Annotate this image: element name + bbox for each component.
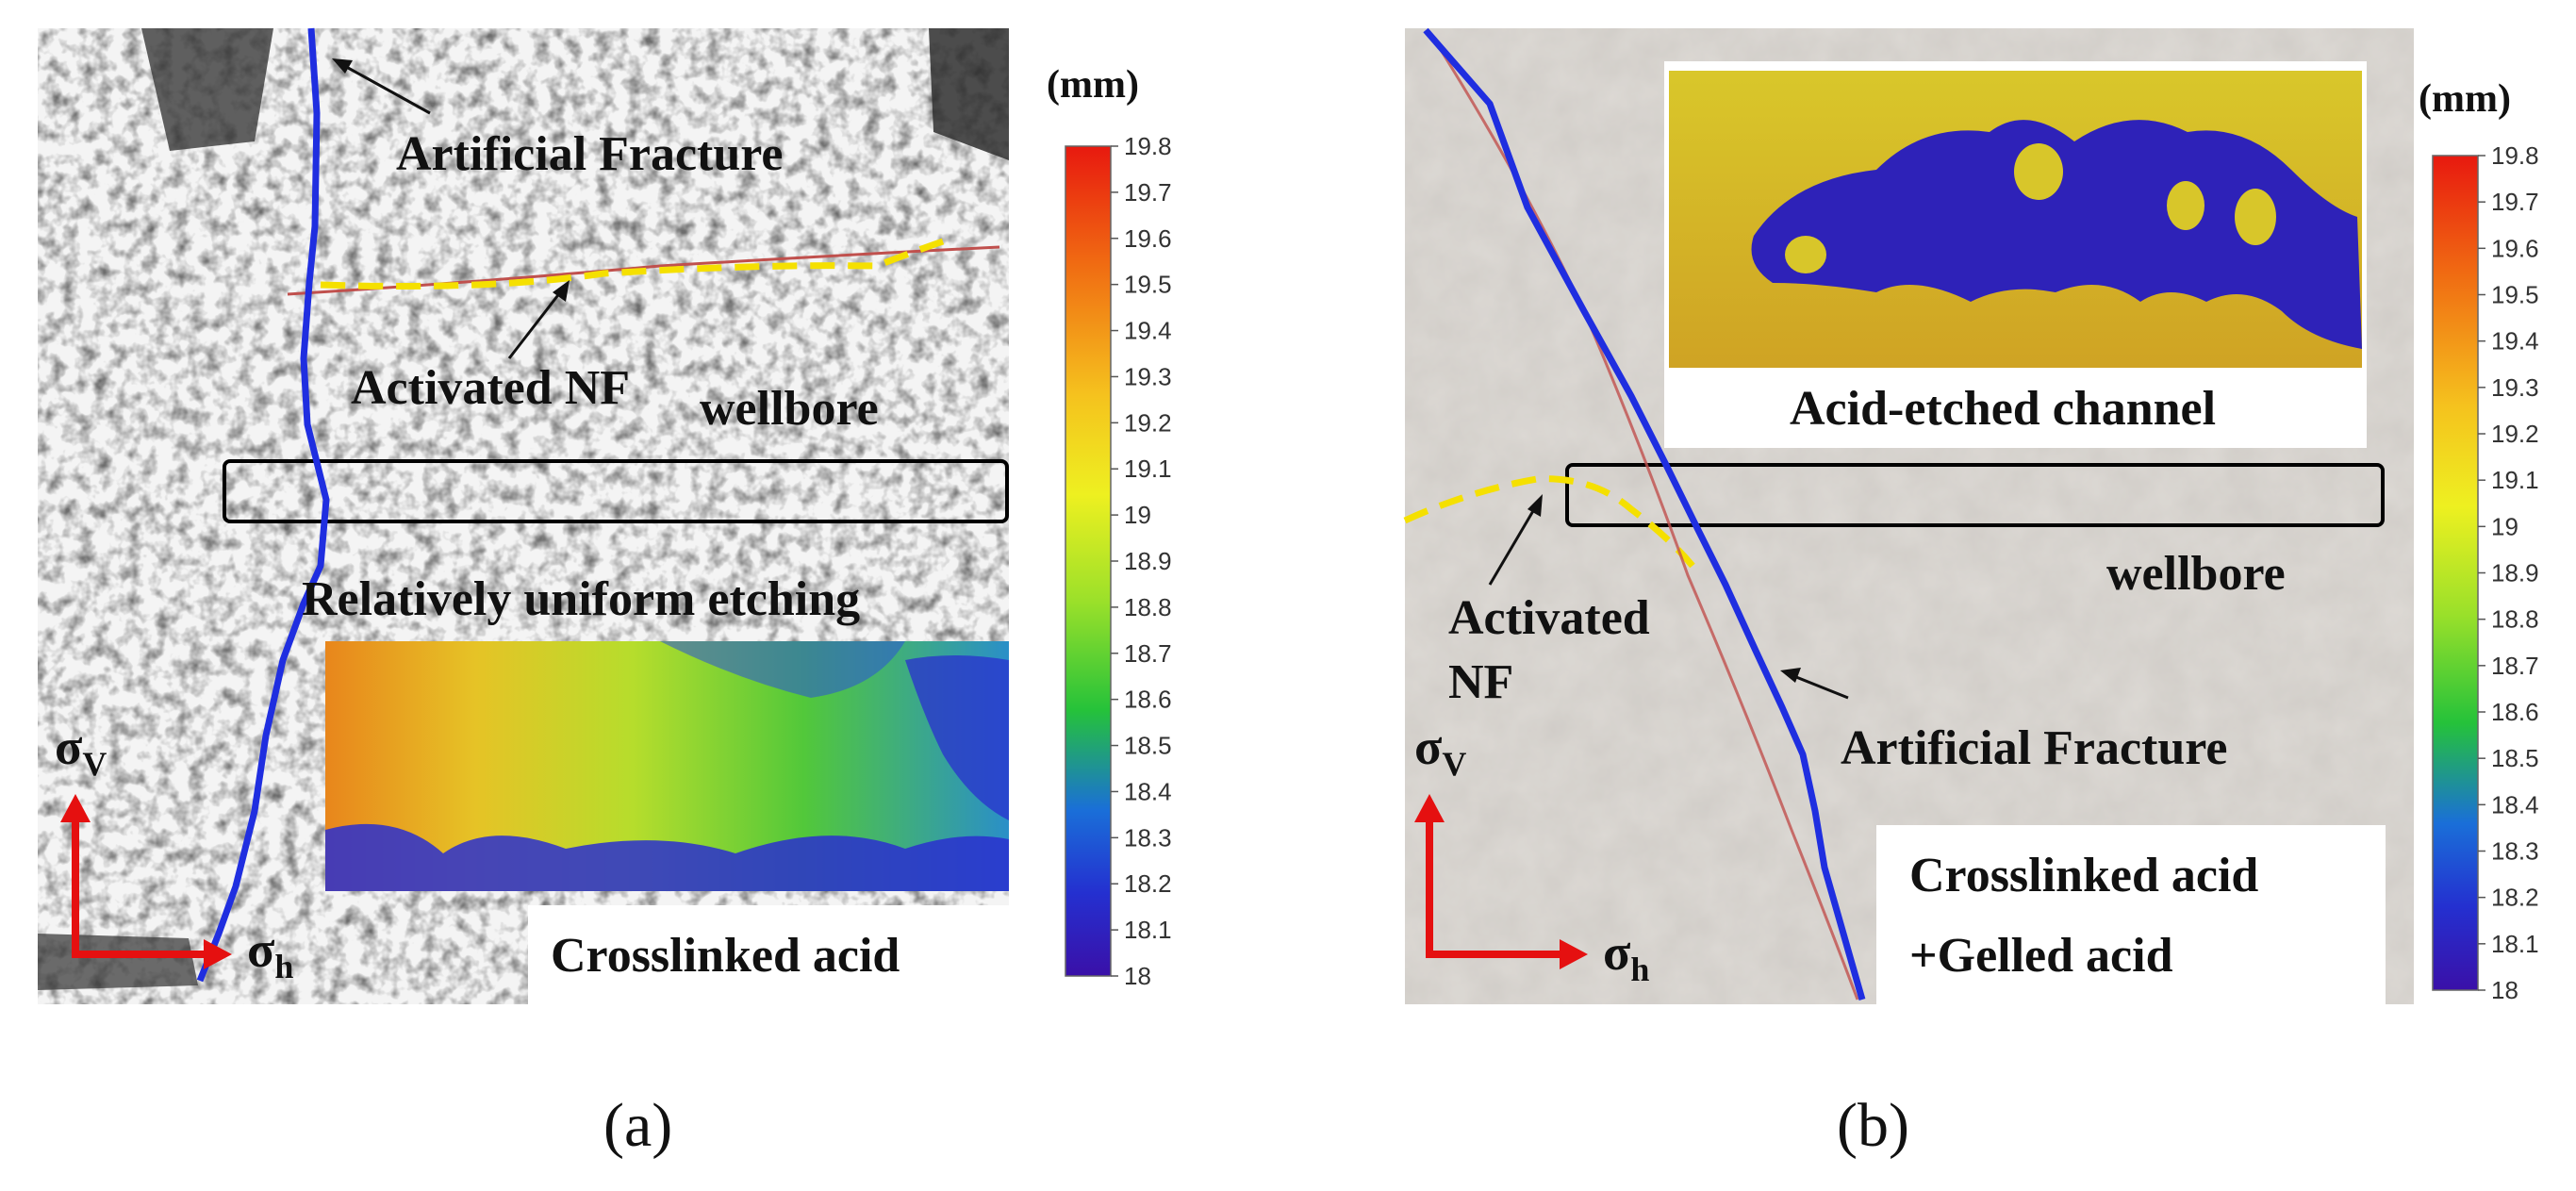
panel-b-label-wellbore: wellbore (2106, 547, 2286, 601)
panel-b-colorbar-tick-label-3: 19.5 (2491, 281, 2539, 309)
panel-b-nf-arrow (1488, 504, 1539, 586)
panel-a-colorbar-tick-label-14: 18.4 (1124, 777, 1172, 805)
panel-b-channel-island-4 (1785, 236, 1826, 273)
panel-a-nf-arrow (507, 287, 566, 359)
panel-b-channel-island-2 (2167, 181, 2204, 230)
panel-a-artificial-fracture (196, 27, 330, 983)
panel-a-colorbar-tick-label-3: 19.5 (1124, 271, 1172, 299)
panel-b-channel-low-zone (1751, 120, 2362, 349)
panel-a-colorbar-tick-label-4: 19.4 (1124, 317, 1172, 345)
panel-a-colorbar-tick-label-12: 18.6 (1124, 686, 1172, 714)
panel-a-colorbar: (mm) 19.819.719.619.519.419.319.219.1191… (1047, 63, 1172, 990)
panel-a-colorbar-tick-label-18: 18 (1124, 962, 1151, 990)
panel-b-fracture-arrow (1791, 673, 1849, 700)
panel-a-colorbar-tick-label-1: 19.7 (1124, 178, 1172, 207)
panel-b-colorbar-tick-label-16: 18.2 (2491, 884, 2539, 912)
panel-b-colorbar-tick-label-18: 18 (2491, 976, 2518, 1004)
panel-b-colorbar-tick-label-14: 18.4 (2491, 790, 2539, 819)
panel-b-nf-yellow-dash (1403, 475, 1695, 569)
panel-a-label-artificial-fracture: Artificial Fracture (396, 127, 784, 181)
panel-a-sigma-v-arrowhead (60, 794, 91, 822)
panel-a-caption: (a) (603, 1091, 672, 1160)
panel-a-colorbar-tick-label-10: 18.8 (1124, 593, 1172, 621)
panel-b-artificial-fracture (1423, 27, 1866, 1001)
panel-b-label-treatment-line1: Crosslinked acid (1909, 849, 2258, 902)
panel-a-sigma-h-arrowhead (204, 939, 232, 969)
panel-a-wellbore-box (223, 459, 1009, 523)
panel-a-colorbar-tick-label-17: 18.1 (1124, 916, 1172, 944)
panel-b-colorbar-tick-label-12: 18.6 (2491, 698, 2539, 726)
panel-a-label-etching-note: Relatively uniform etching (302, 572, 860, 626)
panel-b-colorbar-tick-label-7: 19.1 (2491, 466, 2539, 494)
panel-a-fracture-arrow (340, 62, 431, 115)
panel-b-sigma-v-arrowhead (1414, 794, 1445, 822)
panel-a-colorbar-tick-label-11: 18.7 (1124, 639, 1172, 668)
panel-b-colorbar-tick-label-2: 19.6 (2491, 234, 2539, 262)
panel-a-dark-corner-tl (141, 28, 273, 151)
panel-b-colorbar-unit: (mm) (2419, 77, 2511, 121)
panel-a-colorbar-tick-label-8: 19 (1124, 501, 1151, 529)
panel-b-caption: (b) (1837, 1091, 1909, 1160)
panel-a-colorbar-tick-label-5: 19.3 (1124, 362, 1172, 390)
panel-b-colorbar-tick-label-11: 18.7 (2491, 652, 2539, 680)
panel-a-colorbar-tick-label-0: 19.8 (1124, 132, 1172, 160)
panel-b-nf-arrowhead (1527, 494, 1543, 517)
panel-a-colorbar-ticks: 19.8 19.7 19.6 19.5 19.4 19.3 19.2 19.1 19 18.9 18… (1111, 132, 1172, 990)
panel-b-colorbar-tick-label-17: 18.1 (2491, 930, 2539, 958)
panel-b: Acid-etched channel wellbore Activated N… (1403, 27, 2539, 1160)
panel-a-colorbar-tick-label-16: 18.2 (1124, 869, 1172, 898)
panel-b-colorbar-tick-label-15: 18.3 (2491, 837, 2539, 866)
panel-b-channel-island-1 (2014, 143, 2063, 200)
panel-b-colorbar-tick-label-0: 19.8 (2491, 141, 2539, 170)
panel-b-colorbar-tick-label-13: 18.5 (2491, 744, 2539, 772)
panel-b-label-activated: Activated (1448, 591, 1650, 645)
panel-b-colorbar-tick-label-10: 18.8 (2491, 605, 2539, 634)
panel-a-colorbar-tick-label-7: 19.1 (1124, 455, 1172, 483)
panel-b-wellbore-box (1565, 463, 2385, 527)
panel-a-etching-low-right (905, 655, 1009, 820)
panel-a-treatment-box (528, 905, 1009, 1004)
panel-b-fracture-arrowhead (1780, 668, 1801, 683)
panel-b-colorbar-tick-label-8: 19 (2491, 512, 2518, 540)
panel-b-colorbar-tick-label-1: 19.7 (2491, 188, 2539, 216)
panel-b-sigma-v-label: σV (1414, 719, 1466, 783)
panel-a-nf-yellow-dash (320, 238, 945, 289)
panel-a-dark-bottom (38, 934, 198, 990)
panel-a-etching-low-top (660, 641, 905, 698)
panel-a-fracture-arrowhead (332, 58, 353, 74)
panel-a-etching-low-zone (325, 823, 1009, 891)
panel-b-label-acid-channel: Acid-etched channel (1790, 382, 2216, 436)
panel-a-colorbar-tick-label-9: 18.9 (1124, 547, 1172, 575)
panel-b-colorbar-ramp (2432, 155, 2479, 991)
panel-b-sigma-h-arrowhead (1560, 939, 1588, 969)
panel-b-sigma-h-label: σh (1603, 924, 1649, 988)
panel-a-colorbar-tick-label-6: 19.2 (1124, 408, 1172, 437)
panel-b-label-nf: NF (1448, 655, 1513, 709)
panel-a-colorbar-unit: (mm) (1047, 63, 1139, 107)
panel-a-colorbar-ramp (1065, 145, 1112, 977)
panel-a-sigma-v-label: σV (55, 719, 107, 783)
panel-b-treatment-box (1876, 825, 2386, 1004)
panel-b-label-treatment-line2: +Gelled acid (1909, 929, 2173, 983)
panel-a-label-wellbore: wellbore (700, 382, 879, 436)
panel-a-dark-corner-tr (929, 28, 1009, 160)
panel-a-nf-arrowhead (553, 280, 570, 302)
panel-a-colorbar-tick-label-15: 18.3 (1124, 823, 1172, 852)
panel-b-colorbar-tick-label-6: 19.2 (2491, 420, 2539, 448)
panel-a-label-treatment: Crosslinked acid (551, 929, 900, 983)
panel-b-colorbar-tick-label-5: 19.3 (2491, 373, 2539, 402)
panel-a-colorbar-tick-label-13: 18.5 (1124, 732, 1172, 760)
panel-b-label-artificial-fracture: Artificial Fracture (1841, 721, 2228, 775)
panel-a-sigma-h-label: σh (247, 921, 293, 985)
panel-b-channel-island-3 (2235, 189, 2276, 245)
panel-a-colorbar-tick-label-2: 19.6 (1124, 224, 1172, 253)
panel-b-colorbar-tick-label-4: 19.4 (2491, 327, 2539, 356)
panel-b-colorbar-ticks: 19.8 19.7 19.6 19.5 19.4 19.3 19.2 19.1 19 18.9 18… (2478, 141, 2539, 1004)
panel-b-fracture-red-line (1431, 37, 1859, 1001)
panel-a-label-activated-nf: Activated NF (351, 361, 630, 415)
panel-b-colorbar: (mm) 19.819.719.619.519.419.319.219.1191… (2419, 77, 2539, 1004)
panel-a: Artificial Fracture Activated NF wellbor… (38, 27, 1172, 1160)
panel-b-colorbar-tick-label-9: 18.9 (2491, 559, 2539, 587)
